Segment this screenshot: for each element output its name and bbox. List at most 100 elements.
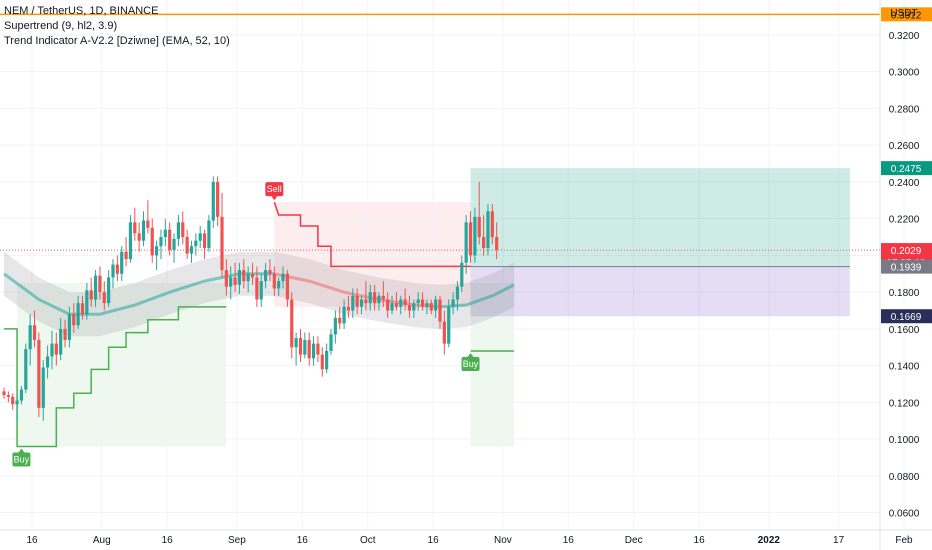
candle-body[interactable] — [298, 338, 303, 355]
candle-body[interactable] — [198, 233, 202, 241]
candle-body[interactable] — [412, 303, 416, 311]
candle-body[interactable] — [141, 220, 146, 241]
take-profit-zone[interactable] — [470, 168, 850, 267]
candle-body[interactable] — [351, 295, 355, 311]
candle-body[interactable] — [399, 299, 403, 307]
candle-body[interactable] — [172, 238, 176, 250]
candle-body[interactable] — [242, 270, 246, 282]
candle-body[interactable] — [407, 305, 412, 311]
candle-body[interactable] — [377, 295, 381, 304]
candle-body[interactable] — [98, 275, 102, 293]
stop-loss-zone[interactable] — [470, 266, 850, 317]
candle-body[interactable] — [390, 303, 394, 311]
candle-body[interactable] — [124, 251, 128, 260]
candle-body[interactable] — [325, 350, 329, 370]
candle-body[interactable] — [303, 339, 307, 355]
candle-body[interactable] — [181, 222, 185, 238]
candle-body[interactable] — [246, 273, 250, 282]
candle-body[interactable] — [159, 237, 163, 247]
candle-body[interactable] — [259, 281, 263, 300]
plot-area[interactable] — [0, 0, 880, 530]
candle-body[interactable] — [54, 343, 58, 355]
candle-body[interactable] — [495, 237, 499, 250]
candle-body[interactable] — [320, 354, 324, 370]
candle-body[interactable] — [80, 303, 85, 315]
candle-body[interactable] — [394, 303, 398, 307]
candle-body[interactable] — [455, 286, 460, 300]
candle-body[interactable] — [447, 306, 451, 344]
candle-body[interactable] — [482, 237, 486, 249]
candle-body[interactable] — [420, 299, 425, 307]
candle-body[interactable] — [438, 299, 442, 322]
candle-body[interactable] — [211, 181, 215, 221]
candle-body[interactable] — [216, 181, 220, 217]
candle-body[interactable] — [468, 222, 473, 256]
candle-body[interactable] — [2, 391, 6, 396]
candle-body[interactable] — [32, 325, 37, 340]
candle-body[interactable] — [285, 273, 289, 300]
candle-body[interactable] — [329, 334, 333, 351]
candle-body[interactable] — [207, 220, 211, 249]
candle-body[interactable] — [128, 222, 133, 260]
candle-body[interactable] — [6, 395, 10, 397]
candle-body[interactable] — [364, 299, 368, 304]
candle-body[interactable] — [442, 321, 446, 344]
candle-body[interactable] — [281, 273, 285, 282]
candle-body[interactable] — [359, 299, 364, 307]
candle-body[interactable] — [189, 246, 194, 254]
candle-body[interactable] — [41, 367, 45, 408]
candle-body[interactable] — [311, 343, 316, 359]
candle-body[interactable] — [120, 251, 124, 274]
candle-body[interactable] — [19, 389, 24, 401]
candle-body[interactable] — [115, 264, 119, 274]
candle-body[interactable] — [464, 222, 468, 263]
candle-body[interactable] — [250, 273, 255, 278]
candle-body[interactable] — [237, 270, 242, 285]
candle-body[interactable] — [50, 343, 54, 357]
candle-body[interactable] — [24, 349, 28, 390]
candle-body[interactable] — [150, 227, 154, 256]
candle-body[interactable] — [93, 275, 98, 300]
candle-body[interactable] — [434, 299, 438, 311]
candle-body[interactable] — [268, 270, 272, 274]
supertrend-indicator-label[interactable]: Supertrend (9, hl2, 3.9) — [4, 20, 118, 32]
candle-body[interactable] — [11, 396, 15, 405]
candle-body[interactable] — [85, 290, 89, 315]
candle-body[interactable] — [229, 277, 233, 287]
candle-body[interactable] — [89, 290, 93, 300]
candle-body[interactable] — [386, 299, 390, 311]
candle-body[interactable] — [338, 317, 342, 324]
candle-body[interactable] — [403, 299, 407, 306]
candle-body[interactable] — [346, 306, 351, 311]
candle-body[interactable] — [416, 299, 420, 304]
candle-body[interactable] — [290, 299, 294, 348]
candle-body[interactable] — [28, 325, 32, 350]
candle-body[interactable] — [72, 314, 76, 326]
candle-body[interactable] — [63, 328, 67, 340]
candle-body[interactable] — [15, 400, 19, 405]
candle-body[interactable] — [355, 295, 359, 307]
candle-body[interactable] — [490, 211, 494, 238]
long-position-tool[interactable] — [470, 168, 850, 317]
candle-body[interactable] — [111, 264, 115, 278]
candle-body[interactable] — [194, 240, 198, 247]
candle-body[interactable] — [429, 303, 433, 311]
candle-body[interactable] — [264, 270, 268, 282]
candle-body[interactable] — [460, 262, 464, 287]
candle-body[interactable] — [373, 292, 377, 304]
candle-body[interactable] — [316, 343, 320, 355]
candle-body[interactable] — [176, 222, 180, 239]
candle-body[interactable] — [368, 292, 372, 304]
candle-body[interactable] — [277, 281, 281, 289]
candle-body[interactable] — [185, 237, 189, 254]
candle-body[interactable] — [255, 277, 259, 300]
candle-body[interactable] — [473, 216, 477, 256]
candle-body[interactable] — [294, 338, 298, 348]
candle-body[interactable] — [107, 277, 111, 304]
candle-body[interactable] — [102, 292, 106, 304]
candle-body[interactable] — [202, 233, 207, 249]
candle-body[interactable] — [155, 246, 159, 256]
trend-indicator-label[interactable]: Trend Indicator A-V2.2 [Dziwne] (EMA, 52… — [4, 35, 230, 47]
candle-body[interactable] — [133, 222, 137, 234]
